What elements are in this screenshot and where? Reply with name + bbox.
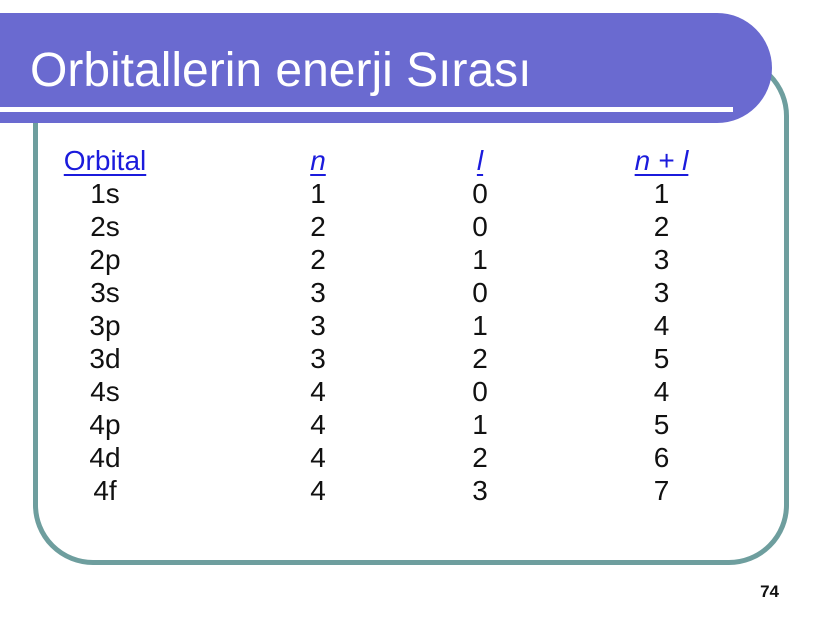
table-cell: 2	[472, 442, 488, 473]
table-cell: 0	[472, 376, 488, 407]
title-underline-line	[0, 107, 733, 112]
table-cell: 0	[472, 211, 488, 242]
column-header-n-plus-l: n + l	[634, 145, 689, 176]
table-cell: 3	[310, 343, 326, 374]
table-cell: 2	[472, 343, 488, 374]
table-cell: 5	[653, 409, 670, 440]
title-band: Orbitallerin enerji Sırası	[0, 13, 772, 123]
table-cell: 1	[472, 310, 488, 341]
column-header-l: l	[476, 145, 484, 176]
table-cell: 3p	[89, 310, 121, 341]
table-cell: 4	[310, 409, 326, 440]
slide-title: Orbitallerin enerji Sırası	[30, 44, 532, 97]
table-cell: 1	[472, 244, 488, 275]
table-cell: 3	[653, 244, 670, 275]
table-cell: 4f	[93, 475, 117, 506]
table-cell: 2s	[90, 211, 120, 242]
table-cell: 3	[310, 310, 326, 341]
table-cell: 2	[310, 211, 326, 242]
table-cell: 4p	[89, 409, 121, 440]
table-cell: 4	[653, 310, 670, 341]
table-cell: 4d	[89, 442, 121, 473]
table-cell: 4	[310, 376, 326, 407]
table-cell: 2p	[89, 244, 121, 275]
table-cell: 2	[310, 244, 326, 275]
table-cell: 1	[653, 178, 670, 209]
table-cell: 0	[472, 178, 488, 209]
table-cell: 3	[310, 277, 326, 308]
table-cell: 4s	[90, 376, 120, 407]
table-cell: 4	[310, 442, 326, 473]
table-cell: 4	[653, 376, 670, 407]
table-cell: 2	[653, 211, 670, 242]
table-cell: 1	[472, 409, 488, 440]
table-cell: 7	[653, 475, 670, 506]
page-number: 74	[760, 582, 779, 601]
table-cell: 0	[472, 277, 488, 308]
table-cell: 1s	[90, 178, 120, 209]
table-cell: 6	[653, 442, 670, 473]
table-cell: 3d	[89, 343, 121, 374]
table-cell: 5	[653, 343, 670, 374]
column-header-n: n	[310, 145, 326, 176]
orbital-table: Orbital n l n + l 1s 1 0 1 2s 2 0 2 2p 2…	[0, 144, 789, 507]
table-cell: 3	[472, 475, 488, 506]
table-cell: 1	[310, 178, 326, 209]
table-cell: 3	[653, 277, 670, 308]
column-header-orbital: Orbital	[63, 145, 147, 176]
table-cell: 3s	[90, 277, 120, 308]
table-cell: 4	[310, 475, 326, 506]
